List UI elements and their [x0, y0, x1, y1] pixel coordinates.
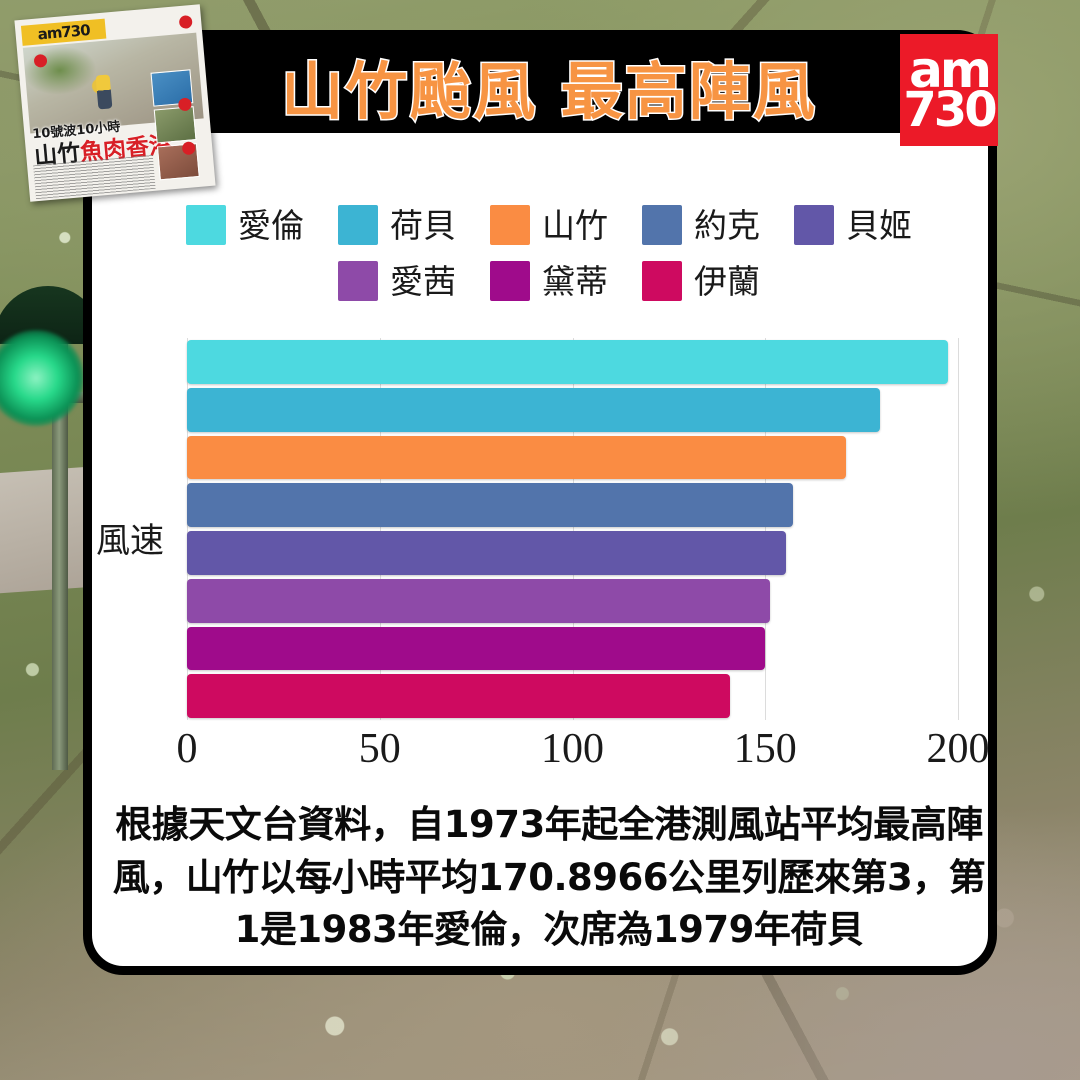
logo-am-text: am	[909, 40, 992, 99]
legend-label: 山竹	[542, 205, 608, 245]
legend-item-hope[interactable]: 荷貝	[338, 205, 456, 245]
legend-swatch-icon	[186, 205, 226, 245]
newspaper-badge	[178, 14, 193, 30]
bar-2[interactable]	[187, 387, 881, 432]
page-title: 山竹颱風 最高陣風	[280, 54, 817, 130]
chart-legend: 愛倫 荷貝 山竹 約克	[92, 205, 988, 317]
title-bar: 山竹颱風 最高陣風	[92, 39, 988, 133]
caption-text: 根據天文台資料，自1973年起全港測風站平均最高陣風，山竹以每小時平均170.8…	[112, 803, 986, 952]
gridline	[572, 338, 574, 720]
gridline	[958, 338, 959, 720]
gridline	[379, 338, 381, 720]
legend-item-elsie[interactable]: 愛茜	[338, 261, 456, 301]
bar-5[interactable]	[187, 531, 787, 575]
legend-swatch-icon	[490, 261, 530, 301]
x-tick-label: 0	[176, 726, 198, 772]
newspaper-photo-figure	[95, 74, 113, 110]
legend-item-mangkhut[interactable]: 山竹	[490, 205, 608, 245]
bar-row	[187, 386, 958, 434]
x-tick-label: 50	[358, 726, 401, 772]
legend-label: 愛倫	[238, 205, 304, 245]
legend-label: 伊蘭	[694, 261, 760, 301]
legend-swatch-icon	[642, 261, 682, 301]
legend-item-ellen[interactable]: 伊蘭	[642, 261, 760, 301]
legend-swatch-icon	[490, 205, 530, 245]
legend-label: 約克	[694, 205, 760, 245]
bar-row	[187, 625, 958, 673]
legend-item-alan[interactable]: 愛倫	[186, 205, 304, 245]
x-tick-label: 150	[733, 726, 797, 772]
infographic-card: 山竹颱風 最高陣風 愛倫 荷貝 山竹	[83, 30, 997, 975]
bar-7[interactable]	[187, 626, 765, 671]
newspaper-thumbnail: am730 10號波10小時 山竹魚肉香港	[14, 4, 216, 202]
bar-row	[187, 338, 958, 386]
bar-row	[187, 577, 958, 625]
gridline	[765, 338, 767, 720]
legend-swatch-icon	[338, 261, 378, 301]
bar-row	[187, 672, 958, 720]
legend-item-dot[interactable]: 黛蒂	[490, 261, 608, 301]
legend-label: 愛茜	[390, 261, 456, 301]
gridline	[187, 338, 188, 720]
y-axis-label: 風速	[96, 521, 164, 561]
logo-730-text: 730	[903, 81, 997, 138]
bar-row	[187, 434, 958, 482]
legend-swatch-icon	[794, 205, 834, 245]
bar-8[interactable]	[187, 674, 730, 718]
legend-item-york[interactable]: 約克	[642, 205, 760, 245]
legend-row-2: 愛茜 黛蒂 伊蘭	[92, 261, 988, 301]
legend-swatch-icon	[338, 205, 378, 245]
bar-row	[187, 481, 958, 529]
am730-logo: am 730	[900, 34, 998, 146]
newspaper-side-thumb	[153, 106, 197, 144]
legend-item-becky[interactable]: 貝姬	[794, 205, 912, 245]
plot-area	[187, 338, 959, 720]
legend-label: 黛蒂	[542, 261, 608, 301]
legend-label: 荷貝	[390, 205, 456, 245]
traffic-light-green-icon	[0, 330, 84, 426]
bar-row	[187, 529, 958, 577]
bar-4[interactable]	[187, 483, 793, 527]
x-axis-ticks: 0 50 100 150 200	[177, 725, 989, 783]
bar-chart: 愛倫 荷貝 山竹 約克	[92, 133, 989, 813]
x-tick-label: 100	[541, 726, 604, 772]
bar-3[interactable]	[187, 435, 846, 480]
bar-series	[187, 338, 958, 720]
legend-row-1: 愛倫 荷貝 山竹 約克	[92, 205, 988, 245]
legend-label: 貝姬	[846, 205, 912, 245]
bar-1[interactable]	[187, 340, 948, 384]
bar-6[interactable]	[187, 578, 771, 623]
x-tick-label: 200	[926, 726, 990, 772]
legend-swatch-icon	[642, 205, 682, 245]
